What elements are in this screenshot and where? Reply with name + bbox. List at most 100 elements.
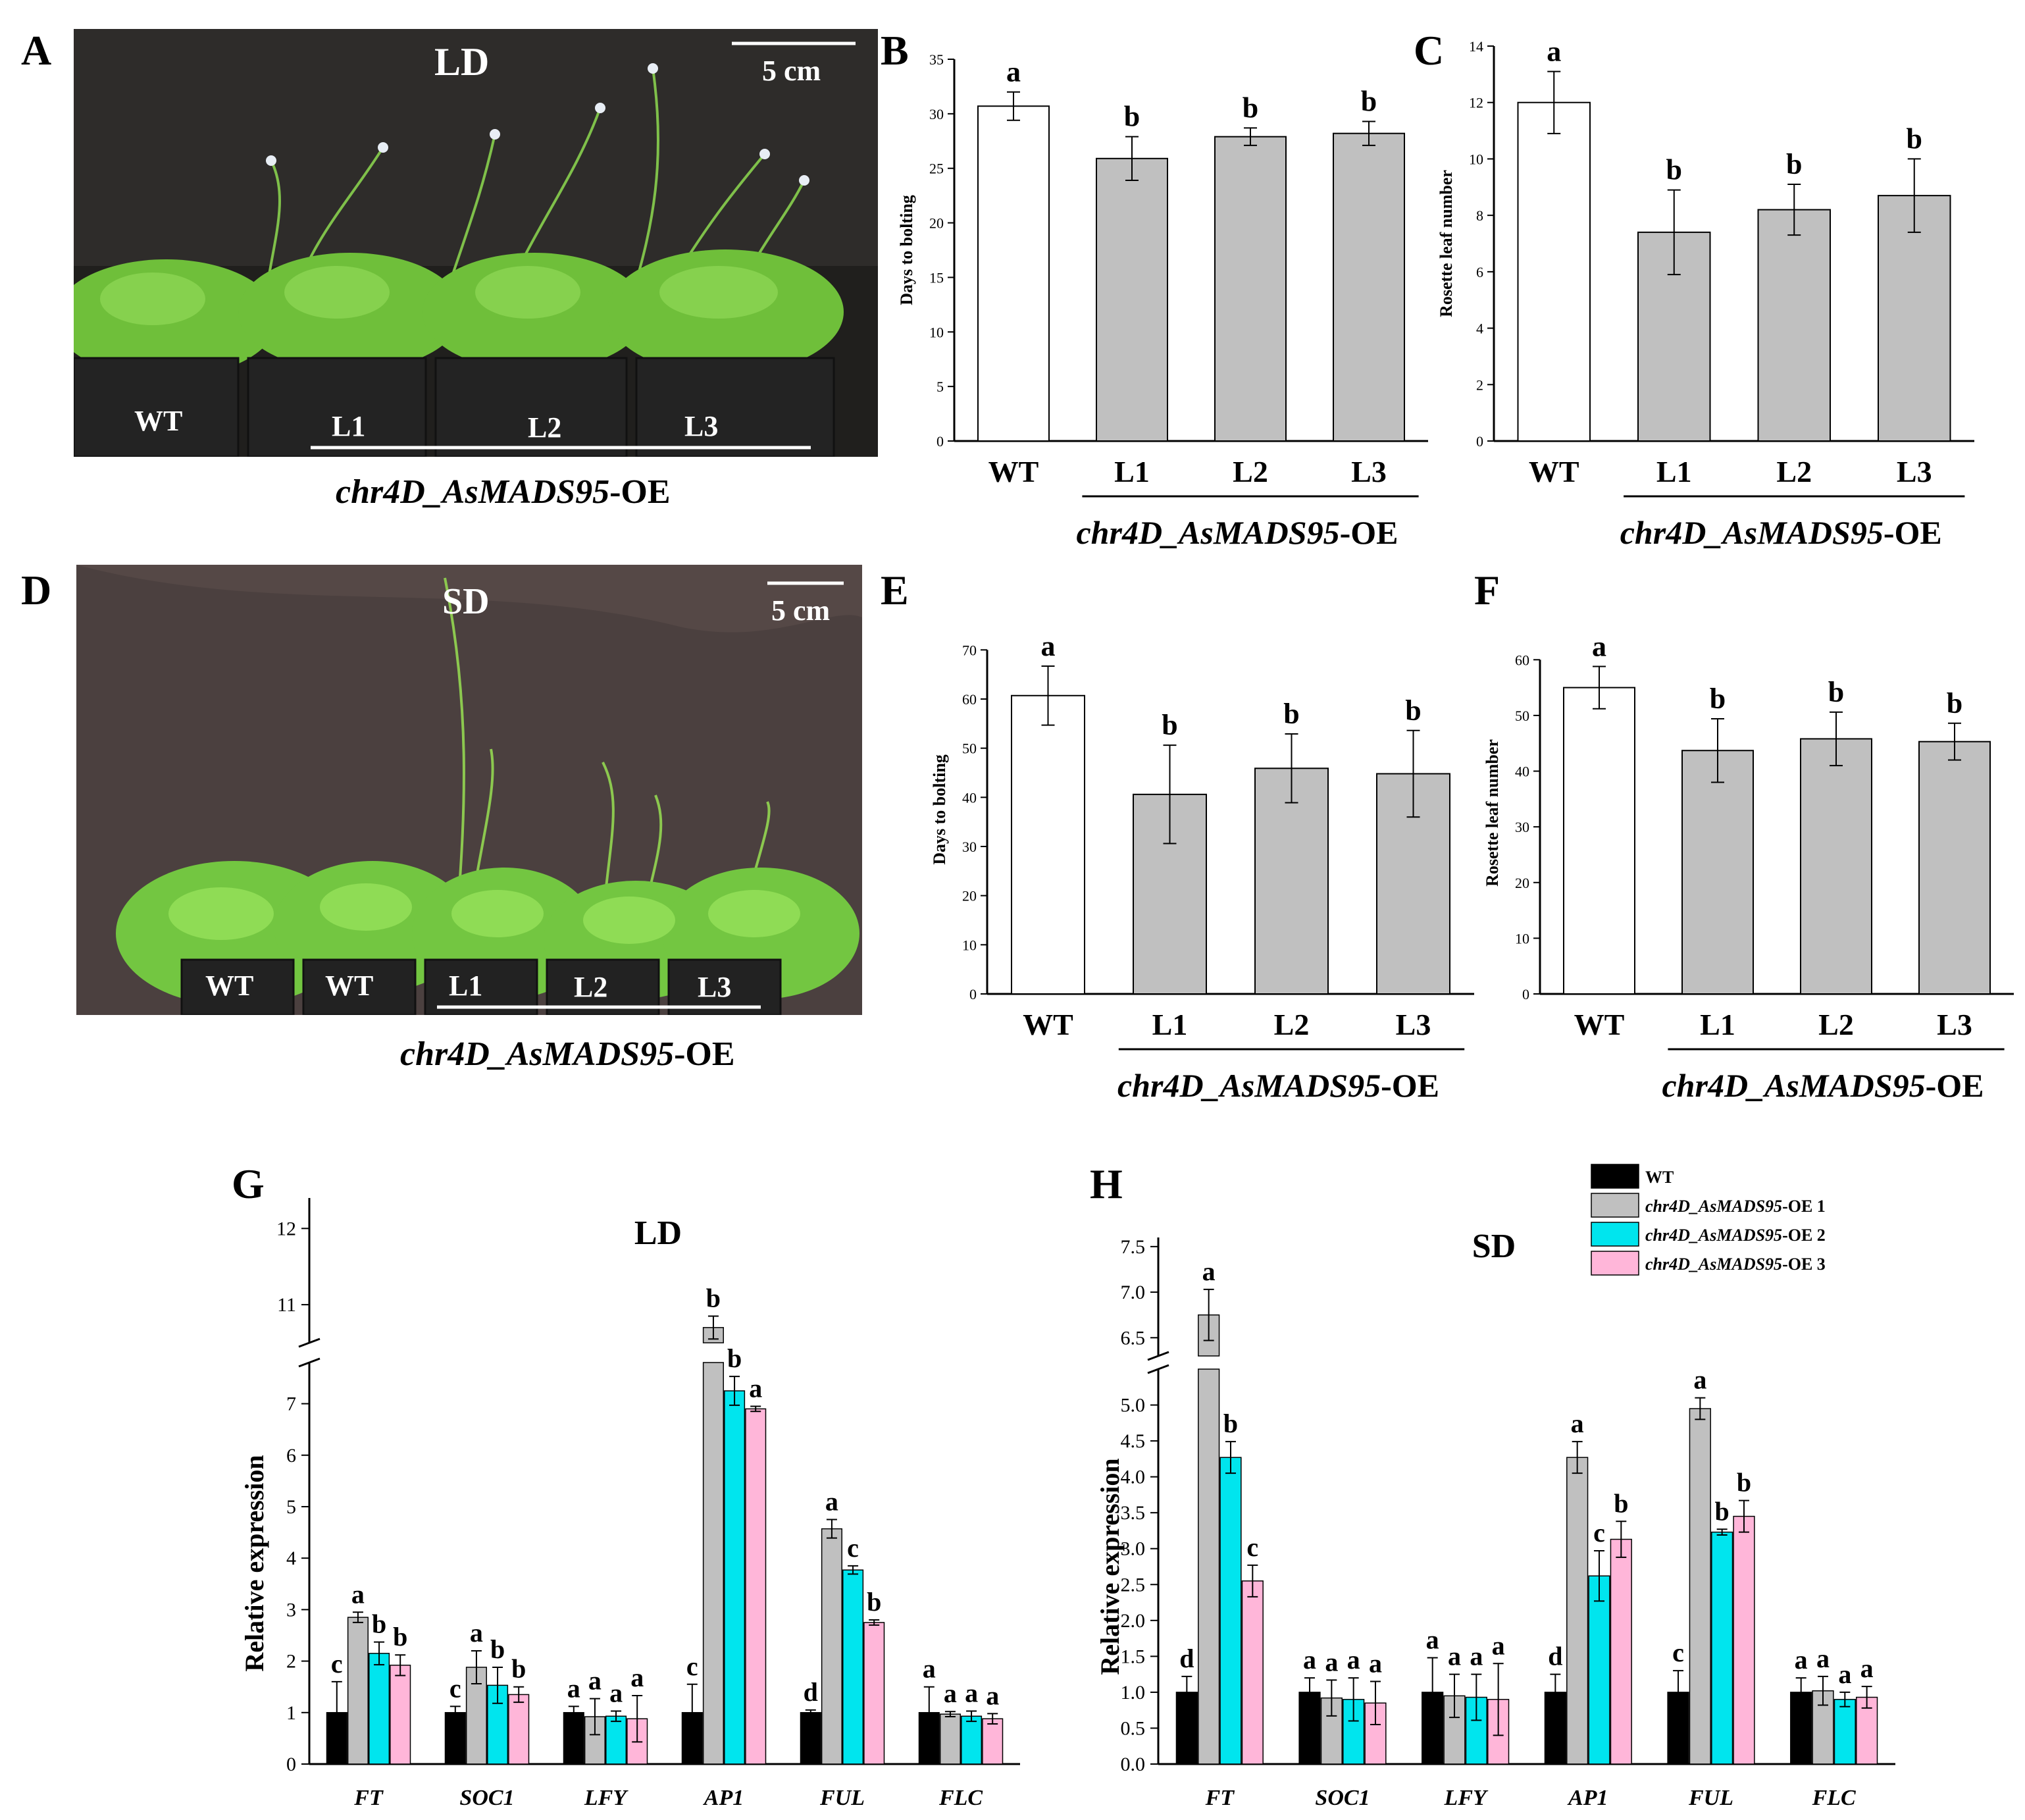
bar (939, 1713, 961, 1765)
photo-a-label-l1: L1 (332, 410, 366, 442)
y-tick-label: 14 (1469, 38, 1483, 55)
group-label-gene: chr4D_AsMADS95 (1117, 1067, 1381, 1104)
x-category-label: L2 (1818, 1008, 1854, 1041)
significance-letter: b (1283, 698, 1299, 730)
bar (1800, 738, 1872, 995)
bar-lower-segment (1198, 1368, 1220, 1765)
photo-d-label-l3: L3 (698, 971, 732, 1003)
x-category-label: L3 (1937, 1008, 1972, 1041)
chart-f-rosette-leaf-sd: 0 10 20 30 40 50 60 Rosette leaf number a WT b L1 b L… (1483, 630, 2014, 1104)
significance-letter: b (1907, 122, 1922, 155)
y-tick-label: 50 (1515, 708, 1529, 724)
photo-d-label-l2: L2 (574, 971, 608, 1003)
legend-label: chr4D_AsMADS95-OE 1 (1645, 1197, 1826, 1216)
panel-letter-f: F (1474, 567, 1500, 613)
axis-break-mark (298, 1357, 320, 1368)
significance-letter: b (1162, 709, 1177, 741)
photo-a-label-wt: WT (134, 405, 183, 437)
axis-break-mark (298, 1338, 320, 1348)
photo-d-label-wt1: WT (205, 970, 254, 1002)
photo-a-caption-gene: chr4D_AsMADS95 (336, 473, 610, 511)
y-tick-label: 5 (286, 1496, 296, 1518)
panel-letter-c: C (1414, 27, 1445, 74)
x-category-label: L2 (1776, 455, 1812, 488)
y-tick-label: 5.0 (1121, 1395, 1146, 1417)
significance-letter: a (1816, 1644, 1830, 1673)
y-tick-label: 0 (969, 986, 977, 1002)
x-category-label: FLC (938, 1786, 983, 1810)
y-tick-label: 2.0 (1121, 1610, 1146, 1632)
bar (508, 1694, 530, 1765)
bar (1096, 157, 1168, 442)
panel-letter-a: A (21, 27, 52, 74)
photo-a-caption: chr4D_AsMADS95-OE (336, 473, 671, 511)
bar (821, 1528, 842, 1765)
y-tick-label: 30 (1515, 819, 1529, 835)
y-tick-label: 0.5 (1121, 1717, 1146, 1739)
significance-letter: c (1593, 1518, 1605, 1547)
y-tick-label: 4.0 (1121, 1467, 1146, 1488)
y-tick-label: 1.5 (1121, 1646, 1146, 1667)
ld-plants-illustration (74, 29, 878, 457)
bar (982, 1718, 1004, 1765)
photo-d-scale-bar: 5 cm (771, 594, 831, 627)
y-tick-label: 2 (1476, 377, 1483, 393)
chart-e-days-to-bolting-sd: 0 10 20 30 40 50 60 70 Days to bolting a WT b L1 b L2 b… (930, 630, 1474, 1104)
y-tick-label: 6 (286, 1445, 296, 1467)
significance-letter: a (1303, 1645, 1316, 1675)
y-tick-label: 12 (1469, 95, 1483, 111)
chart-b-days-to-bolting-ld: 0 5 10 15 20 25 30 35 Days to bolting a WT b L1 b L2 b L… (897, 51, 1428, 551)
significance-letter: c (686, 1651, 698, 1681)
y-tick-label: 0 (936, 433, 944, 450)
y-tick-label: 1 (286, 1702, 296, 1724)
significance-letter: a (1860, 1653, 1874, 1683)
legend-swatch (1591, 1193, 1639, 1218)
y-tick-label: 3 (286, 1599, 296, 1621)
y-tick-label: 20 (1515, 875, 1529, 891)
significance-letter: a (470, 1618, 483, 1648)
photo-d-condition: SD (442, 581, 490, 622)
significance-letter: a (944, 1678, 957, 1708)
photo-d-caption-gene: chr4D_AsMADS95 (400, 1035, 675, 1073)
y-tick-label: 0 (1522, 986, 1529, 1002)
bar (1517, 101, 1591, 442)
y-tick-label: 70 (962, 642, 977, 658)
photo-d-caption: chr4D_AsMADS95-OE (400, 1035, 735, 1074)
y-tick-label: 7.0 (1121, 1282, 1146, 1303)
chart-title: LD (634, 1214, 682, 1252)
y-tick-label: 12 (276, 1218, 296, 1239)
legend-label-text: -OE 3 (1782, 1255, 1826, 1274)
legend-label-text: -OE 1 (1782, 1197, 1826, 1216)
significance-letter: a (1006, 56, 1021, 88)
significance-letter: c (449, 1673, 461, 1703)
y-tick-label: 30 (962, 839, 977, 855)
y-tick-label: 30 (929, 106, 944, 122)
chart-title: SD (1472, 1228, 1516, 1265)
group-label-gene: chr4D_AsMADS95 (1620, 514, 1884, 551)
bar (390, 1665, 411, 1765)
bar (1733, 1515, 1755, 1765)
significance-letter: b (727, 1343, 742, 1373)
significance-letter: c (1246, 1532, 1258, 1562)
bar (347, 1617, 369, 1765)
x-category-label: L1 (1152, 1008, 1188, 1041)
x-category-label: L3 (1396, 1008, 1431, 1041)
group-label-gene: chr4D_AsMADS95 (1076, 514, 1339, 551)
legend-swatch (1591, 1222, 1639, 1247)
y-axis-label: Rosette leaf number (1483, 739, 1502, 887)
bar (1878, 195, 1951, 442)
y-axis-label: Relative expression (240, 1455, 269, 1671)
legend-label-gene: chr4D_AsMADS95 (1645, 1255, 1782, 1274)
bar (1711, 1531, 1733, 1765)
significance-letter: a (1592, 630, 1606, 662)
x-category-label: WT (988, 455, 1039, 488)
bar (863, 1622, 885, 1765)
significance-letter: a (351, 1579, 365, 1609)
group-label: chr4D_AsMADS95-OE (1662, 1067, 1984, 1104)
significance-letter: c (847, 1533, 859, 1563)
chart-h-relative-expression-sd: 0.0 0.5 1.0 1.5 2.0 2.5 3.0 3.5 4.0 4.5 5.0 6.5 7.0 7… (1095, 1228, 1895, 1810)
x-category-label: L1 (1114, 455, 1150, 488)
significance-letter: a (1547, 36, 1561, 68)
significance-letter: a (923, 1654, 936, 1684)
